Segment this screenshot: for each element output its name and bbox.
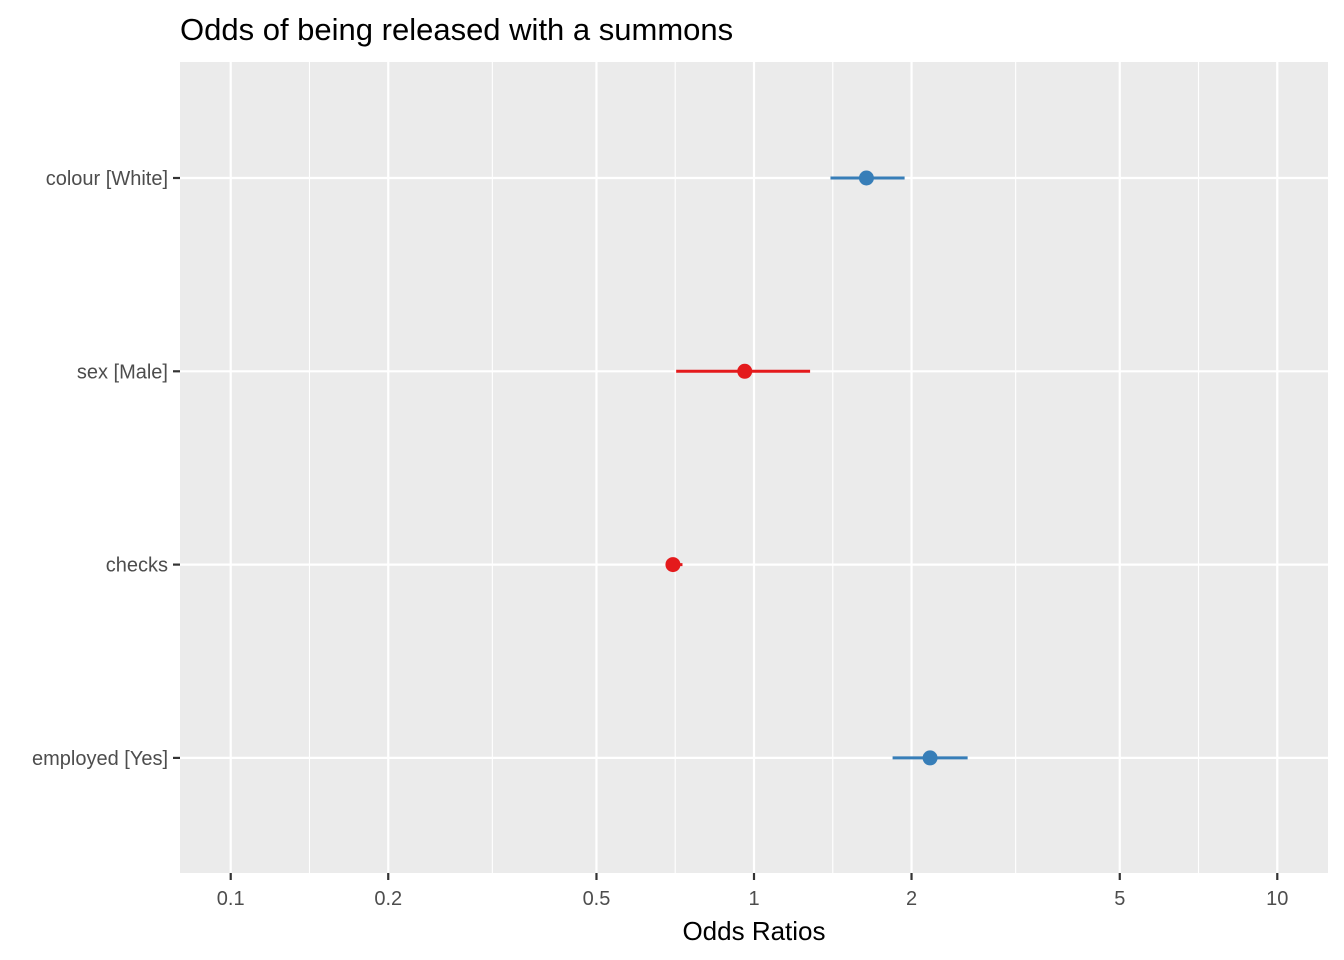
x-axis-label: Odds Ratios xyxy=(682,916,825,946)
x-tick-label: 10 xyxy=(1266,888,1288,910)
estimate-point xyxy=(922,750,938,766)
estimate-point xyxy=(737,363,753,379)
y-axis: colour [White] sex [Male] checks employed [… xyxy=(32,168,180,770)
x-tick-label: 2 xyxy=(906,888,917,910)
y-tick-label: sex [Male] xyxy=(77,361,168,383)
x-axis: 0.1 0.2 0.5 1 2 5 10 xyxy=(217,873,1288,910)
estimate-point xyxy=(665,557,681,573)
x-tick-label: 1 xyxy=(748,888,759,910)
x-tick-label: 0.1 xyxy=(217,888,245,910)
y-tick-label: colour [White] xyxy=(46,168,168,190)
y-tick-label: employed [Yes] xyxy=(32,748,168,770)
estimate-point xyxy=(858,170,874,186)
x-tick-label: 5 xyxy=(1114,888,1125,910)
chart-title: Odds of being released with a summons xyxy=(180,12,733,47)
x-tick-label: 0.2 xyxy=(374,888,402,910)
y-tick-label: checks xyxy=(106,555,168,577)
x-tick-label: 0.5 xyxy=(583,888,611,910)
data-marks xyxy=(665,170,968,766)
